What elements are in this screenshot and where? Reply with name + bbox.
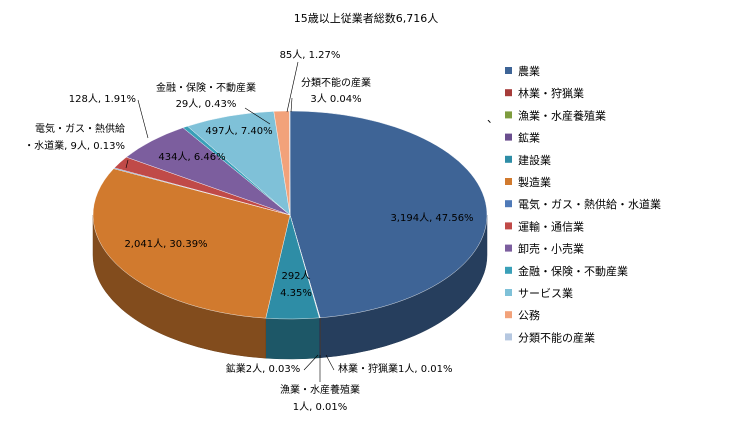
legend-entry-公務: 公務 bbox=[518, 308, 540, 322]
pie-layer bbox=[92, 110, 488, 360]
legend-entry-鉱業: 鉱業 bbox=[518, 131, 540, 145]
legend-entry-林業・狩猟業: 林業・狩猟業 bbox=[518, 86, 584, 100]
data-label-電気・ガス・熱供給・水道業: 電気・ガス・熱供給 bbox=[35, 122, 125, 135]
pie-slice-製造業 bbox=[92, 168, 291, 319]
pie-side-建設業 bbox=[265, 317, 320, 360]
legend-swatch-漁業・水産養殖業 bbox=[505, 111, 512, 119]
legend-swatch-公務 bbox=[505, 311, 512, 319]
stray-mark: 、 bbox=[487, 112, 498, 125]
data-label-金融・保険・不動産業: 29人, 0.43% bbox=[176, 98, 237, 110]
legend-swatch-林業・狩猟業 bbox=[505, 89, 512, 97]
legend-swatch-分類不能の産業 bbox=[505, 333, 512, 341]
data-label-建設業: 292人 bbox=[281, 270, 310, 282]
label-layer: 3,194人, 47.56% 林業・狩猟業1人, 0.01% 漁業・水産養殖業 1人,… bbox=[24, 49, 473, 413]
data-label-分類不能の産業: 3人 0.04% bbox=[310, 93, 361, 105]
legend: 農業林業・狩猟業漁業・水産養殖業鉱業建設業製造業電気・ガス・熱供給・水道業運輸・… bbox=[505, 64, 661, 344]
legend-swatch-電気・ガス・熱供給・水道業 bbox=[505, 200, 512, 208]
leader-line-鉱業 bbox=[303, 354, 319, 371]
data-label-金融・保険・不動産業: 金融・保険・不動産業 bbox=[156, 81, 256, 94]
leader-line-金融・保険・不動産業 bbox=[244, 107, 271, 125]
data-label-林業・狩猟業: 林業・狩猟業1人, 0.01% bbox=[338, 362, 453, 375]
data-label-卸売・小売業: 434人, 6.46% bbox=[158, 151, 225, 163]
legend-entry-金融・保険・不動産業: 金融・保険・不動産業 bbox=[518, 264, 628, 278]
data-label-製造業: 2,041人, 30.39% bbox=[124, 238, 207, 250]
legend-entry-分類不能の産業: 分類不能の産業 bbox=[518, 330, 595, 344]
data-label-分類不能の産業: 分類不能の産業 bbox=[301, 76, 371, 89]
legend-entry-建設業: 建設業 bbox=[518, 153, 551, 167]
data-label-運輸・通信業: 128人, 1.91% bbox=[69, 93, 136, 105]
data-label-漁業・水産養殖業: 1人, 0.01% bbox=[293, 401, 348, 413]
chart-title: 15歳以上従業者総数6,716人 bbox=[294, 11, 439, 25]
leader-line-公務 bbox=[286, 61, 299, 113]
data-label-鉱業: 鉱業2人, 0.03% bbox=[226, 362, 301, 375]
pie-slice-分類不能の産業 bbox=[289, 110, 291, 216]
data-label-農業: 3,194人, 47.56% bbox=[390, 212, 473, 224]
data-label-建設業: 4.35% bbox=[280, 288, 312, 299]
legend-swatch-鉱業 bbox=[505, 133, 512, 141]
data-label-サービス業: 497人, 7.40% bbox=[205, 125, 272, 137]
legend-entry-電気・ガス・熱供給・水道業: 電気・ガス・熱供給・水道業 bbox=[518, 197, 661, 211]
legend-entry-卸売・小売業: 卸売・小売業 bbox=[518, 242, 584, 256]
legend-entry-漁業・水産養殖業: 漁業・水産養殖業 bbox=[518, 108, 606, 122]
legend-swatch-建設業 bbox=[505, 155, 512, 163]
legend-entry-農業: 農業 bbox=[518, 64, 540, 78]
legend-swatch-金融・保険・不動産業 bbox=[505, 266, 512, 274]
legend-swatch-運輸・通信業 bbox=[505, 222, 512, 230]
legend-swatch-サービス業 bbox=[505, 289, 512, 296]
leader-line-電気・ガス・熱供給・水道業 bbox=[125, 159, 129, 169]
legend-swatch-卸売・小売業 bbox=[505, 244, 512, 252]
legend-swatch-農業 bbox=[505, 67, 512, 74]
leader-line-運輸・通信業 bbox=[137, 99, 149, 139]
legend-entry-サービス業: サービス業 bbox=[518, 287, 573, 300]
legend-swatch-製造業 bbox=[505, 178, 512, 185]
pie-slice-農業 bbox=[289, 110, 488, 318]
data-label-公務: 85人, 1.27% bbox=[280, 49, 341, 61]
legend-entry-運輸・通信業: 運輸・通信業 bbox=[518, 219, 584, 233]
leader-line-林業・狩猟業 bbox=[325, 354, 335, 371]
leader-line-分類不能の産業 bbox=[290, 97, 293, 113]
data-label-漁業・水産養殖業: 漁業・水産養殖業 bbox=[280, 383, 360, 396]
data-label-電気・ガス・熱供給・水道業: ・水道業, 9人, 0.13% bbox=[24, 139, 125, 152]
legend-entry-製造業: 製造業 bbox=[518, 175, 551, 189]
